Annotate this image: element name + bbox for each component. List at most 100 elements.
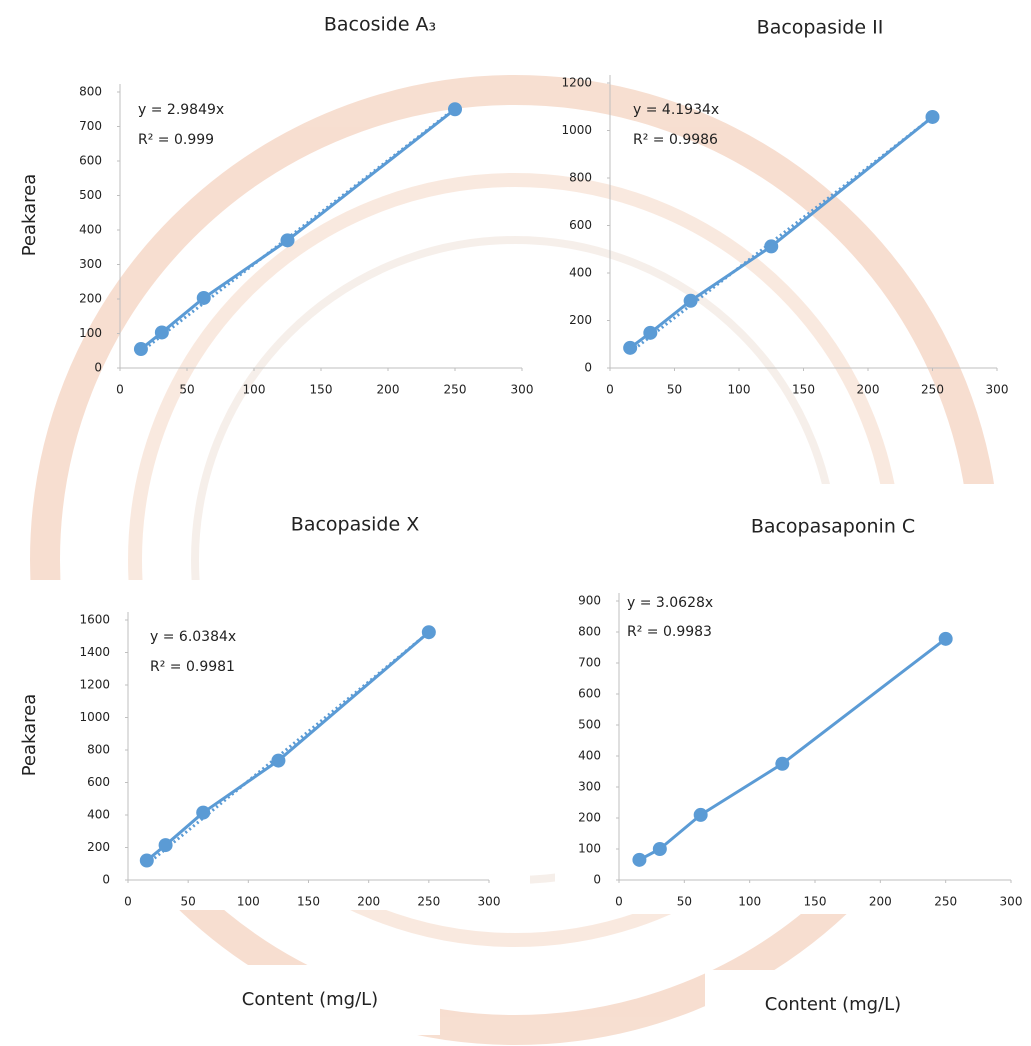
y-tick-label: 1400 <box>79 645 110 659</box>
y-tick-label: 200 <box>569 313 592 327</box>
x-tick-label: 300 <box>511 383 534 397</box>
y-tick-label: 200 <box>578 811 601 825</box>
x-tick-label: 300 <box>986 383 1009 397</box>
x-tick-label: 250 <box>417 895 440 909</box>
x-tick-label: 50 <box>179 383 194 397</box>
data-point <box>140 854 154 868</box>
data-point <box>939 632 953 646</box>
y-tick-label: 300 <box>578 780 601 794</box>
y-tick-label: 600 <box>578 687 601 701</box>
data-point <box>448 102 462 116</box>
x-tick-label: 100 <box>728 383 751 397</box>
x-tick-label: 50 <box>677 895 692 909</box>
x-tick-label: 100 <box>738 895 761 909</box>
x-tick-label: 250 <box>934 895 957 909</box>
annotation: y = 4.1934x <box>633 102 719 118</box>
x-axis-label: Content (mg/L) <box>765 994 901 1015</box>
annotation: y = 2.9849x <box>138 102 224 118</box>
chart-title: Bacopaside X <box>291 514 419 536</box>
y-tick-label: 200 <box>79 292 102 306</box>
x-tick-label: 0 <box>615 895 623 909</box>
x-tick-label: 100 <box>243 383 266 397</box>
x-tick-label: 200 <box>869 895 892 909</box>
x-tick-label: 50 <box>667 383 682 397</box>
y-tick-label: 700 <box>79 119 102 133</box>
data-point <box>197 291 211 305</box>
y-tick-label: 800 <box>569 171 592 185</box>
y-tick-label: 600 <box>87 775 110 789</box>
data-point <box>422 625 436 639</box>
annotation: R² = 0.9983 <box>627 624 712 640</box>
y-tick-label: 400 <box>569 266 592 280</box>
y-tick-label: 800 <box>79 85 102 99</box>
y-tick-label: 500 <box>578 718 601 732</box>
y-tick-label: 800 <box>578 625 601 639</box>
series-line <box>630 117 932 348</box>
data-point <box>134 342 148 356</box>
x-tick-label: 200 <box>857 383 880 397</box>
annotation: y = 3.0628x <box>627 595 713 611</box>
x-tick-label: 0 <box>124 895 132 909</box>
y-tick-label: 1200 <box>79 678 110 692</box>
y-tick-label: 0 <box>584 361 592 375</box>
data-point <box>281 233 295 247</box>
y-tick-label: 600 <box>79 154 102 168</box>
y-tick-label: 200 <box>87 840 110 854</box>
y-tick-label: 800 <box>87 743 110 757</box>
data-point <box>926 110 940 124</box>
data-point <box>764 239 778 253</box>
y-tick-label: 600 <box>569 218 592 232</box>
x-tick-label: 100 <box>237 895 260 909</box>
annotation: R² = 0.9986 <box>633 132 718 148</box>
data-point <box>271 754 285 768</box>
y-tick-label: 1000 <box>79 710 110 724</box>
chart-title: Bacopaside II <box>757 17 884 39</box>
y-tick-label: 100 <box>79 326 102 340</box>
y-tick-label: 500 <box>79 188 102 202</box>
x-tick-label: 0 <box>606 383 614 397</box>
y-tick-label: 0 <box>102 873 110 887</box>
x-tick-label: 300 <box>478 895 501 909</box>
y-axis-label: Peakarea <box>19 174 40 257</box>
y-tick-label: 1000 <box>561 123 592 137</box>
data-point <box>196 806 210 820</box>
data-point <box>653 842 667 856</box>
x-tick-label: 150 <box>310 383 333 397</box>
y-tick-label: 100 <box>578 842 601 856</box>
y-tick-label: 400 <box>578 749 601 763</box>
x-tick-label: 250 <box>921 383 944 397</box>
data-point <box>684 294 698 308</box>
data-point <box>159 838 173 852</box>
y-tick-label: 1200 <box>561 76 592 90</box>
data-point <box>155 325 169 339</box>
y-tick-label: 400 <box>79 223 102 237</box>
y-tick-label: 1600 <box>79 613 110 627</box>
annotation: R² = 0.999 <box>138 132 214 148</box>
y-tick-label: 900 <box>578 594 601 608</box>
y-tick-label: 700 <box>578 656 601 670</box>
annotation: y = 6.0384x <box>150 629 236 645</box>
y-tick-label: 0 <box>593 873 601 887</box>
figure: 0100200300400500600700800050100150200250… <box>0 0 1031 1046</box>
x-tick-label: 200 <box>377 383 400 397</box>
chart-title: Bacopasaponin C <box>751 516 915 538</box>
y-tick-label: 300 <box>79 257 102 271</box>
x-tick-label: 150 <box>792 383 815 397</box>
y-tick-label: 400 <box>87 808 110 822</box>
data-point <box>643 326 657 340</box>
chart-title: Bacoside A₃ <box>324 14 436 36</box>
data-point <box>632 853 646 867</box>
x-tick-label: 150 <box>297 895 320 909</box>
x-tick-label: 50 <box>181 895 196 909</box>
annotation: R² = 0.9981 <box>150 659 235 675</box>
x-axis-label: Content (mg/L) <box>242 989 378 1010</box>
y-axis-label: Peakarea <box>19 694 40 777</box>
data-point <box>623 341 637 355</box>
y-tick-label: 0 <box>94 361 102 375</box>
x-tick-label: 200 <box>357 895 380 909</box>
x-tick-label: 250 <box>444 383 467 397</box>
data-point <box>775 757 789 771</box>
x-tick-label: 150 <box>804 895 827 909</box>
data-point <box>694 808 708 822</box>
x-tick-label: 300 <box>1000 895 1023 909</box>
